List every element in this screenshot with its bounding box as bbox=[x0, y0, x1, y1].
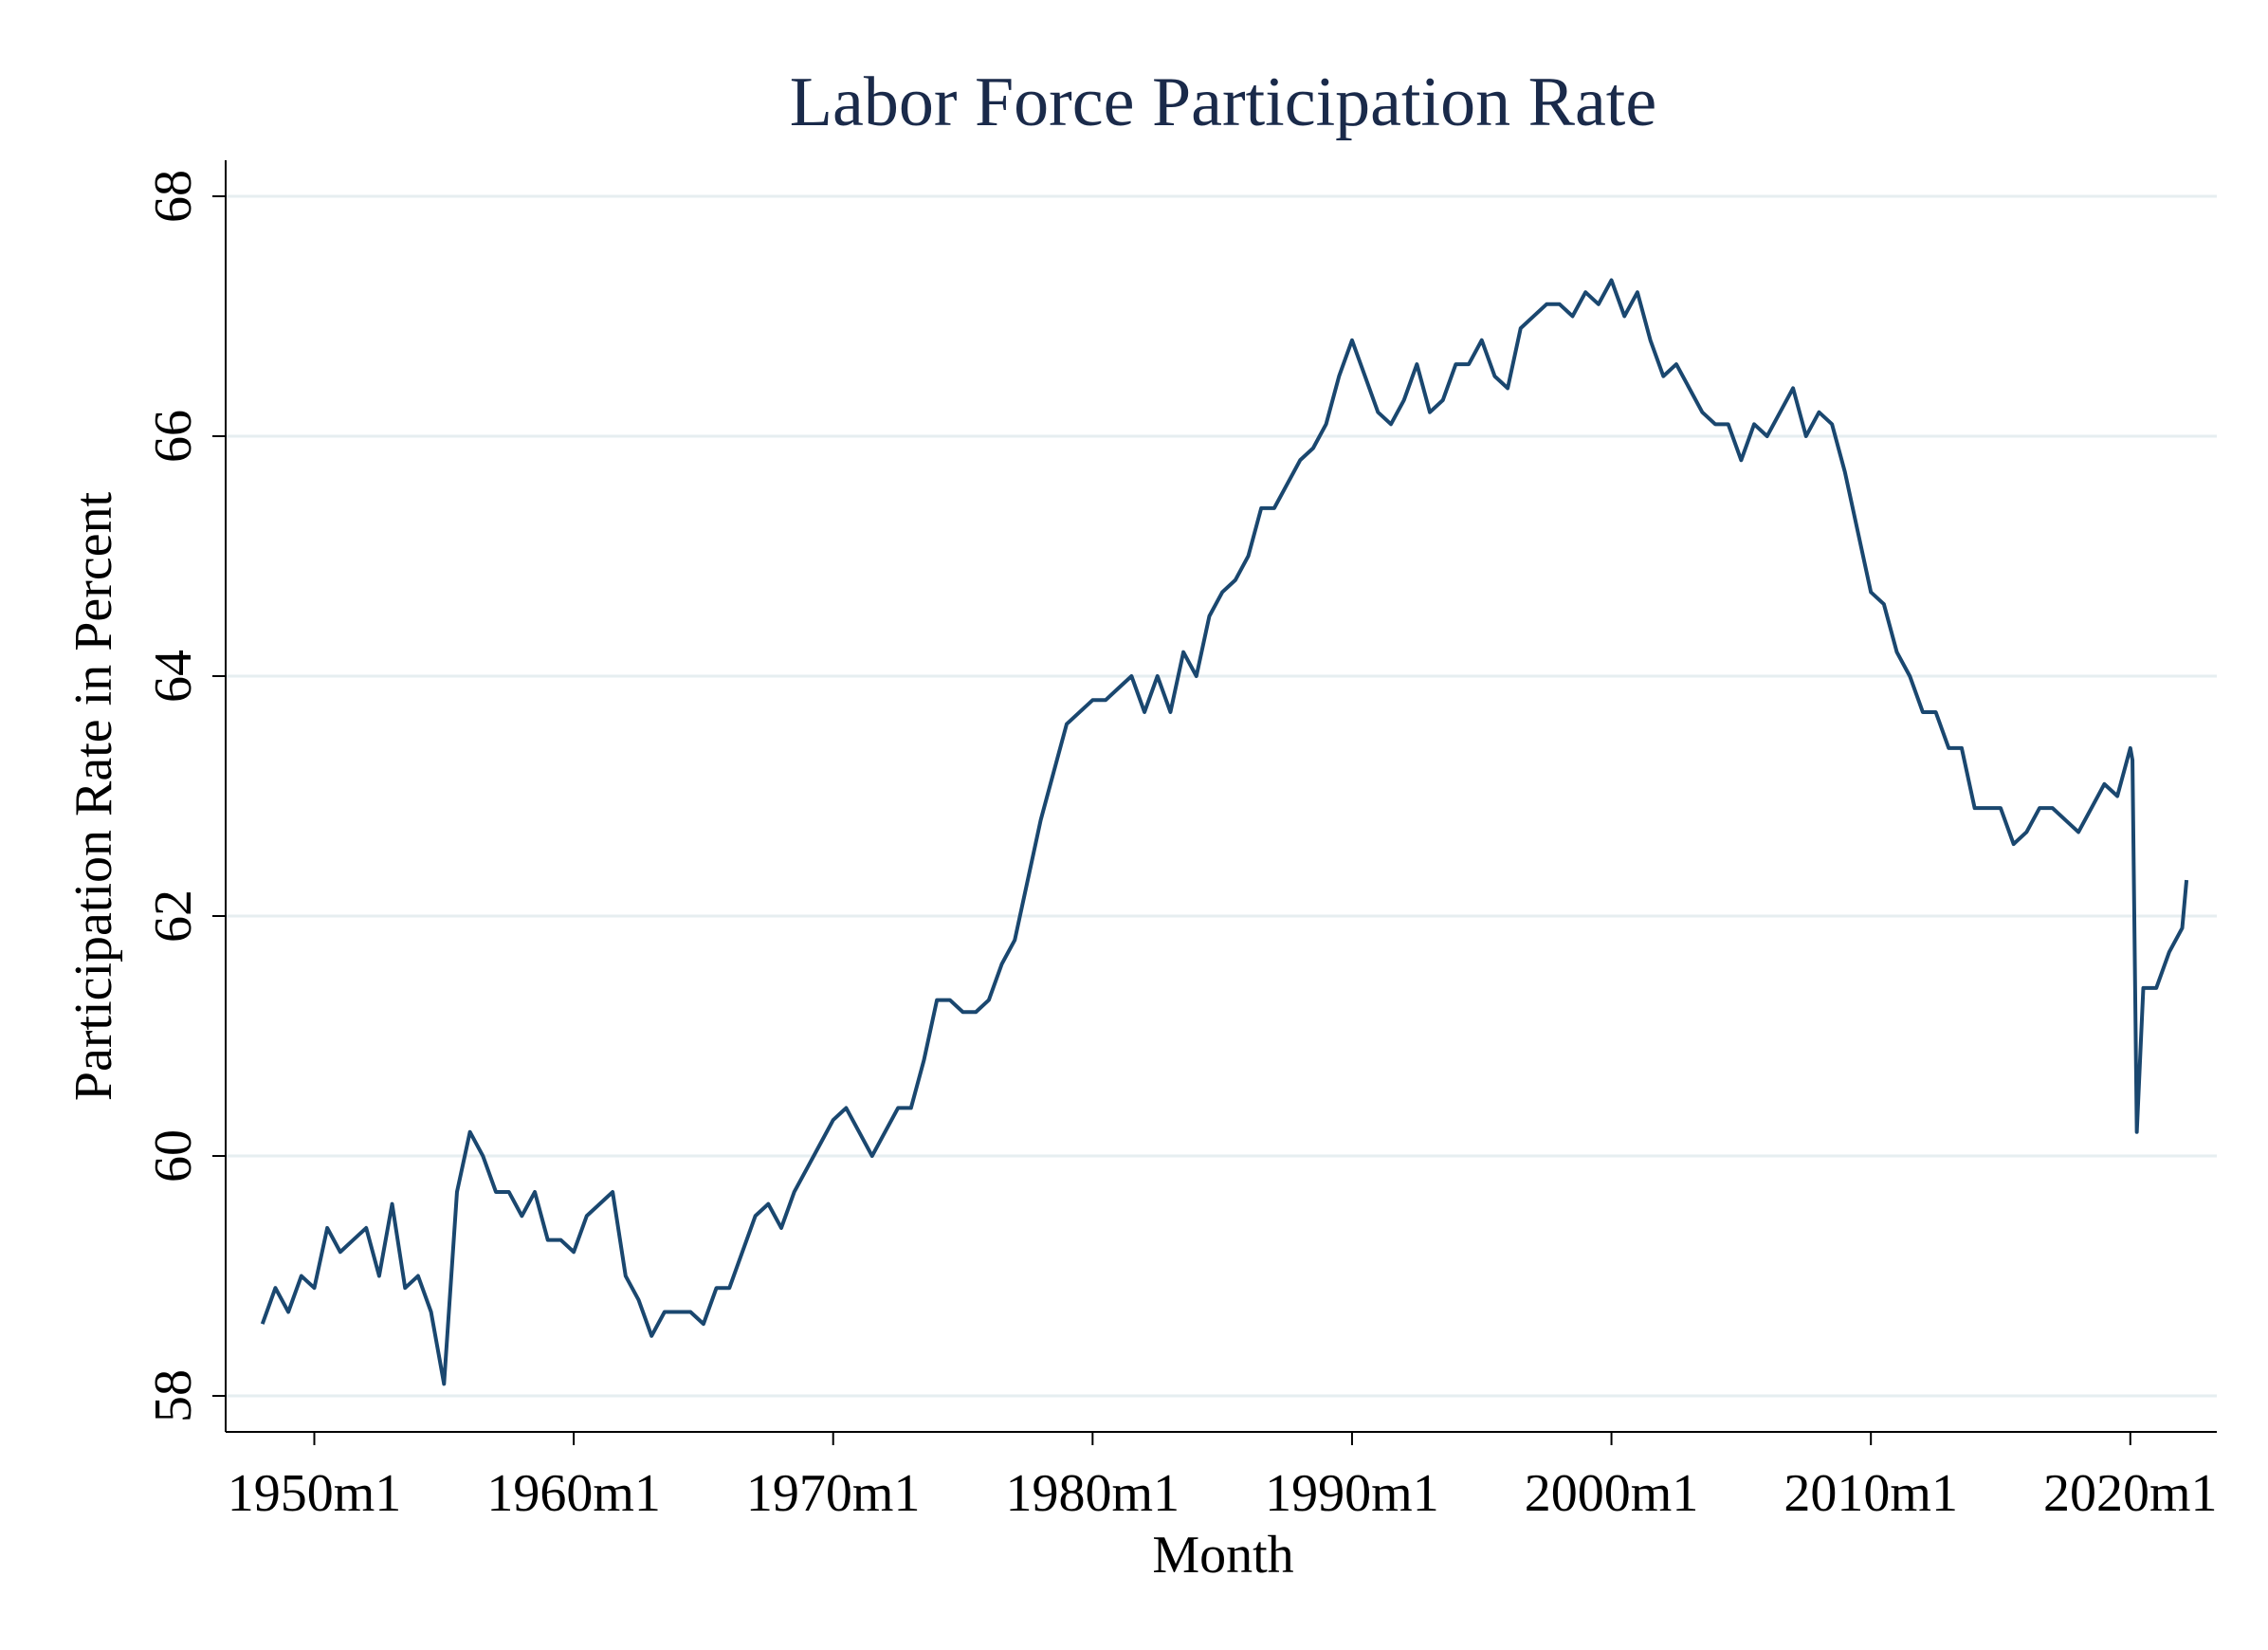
x-tick-label: 1950m1 bbox=[228, 1464, 402, 1523]
x-tick-label: 1980m1 bbox=[1006, 1464, 1180, 1523]
x-tick-label: 1990m1 bbox=[1265, 1464, 1439, 1523]
y-tick-label: 68 bbox=[144, 170, 203, 223]
x-axis-title: Month bbox=[1152, 1526, 1293, 1585]
x-tick-label: 2020m1 bbox=[2043, 1464, 2218, 1523]
y-tick-label: 62 bbox=[144, 889, 203, 943]
y-tick-label: 60 bbox=[144, 1129, 203, 1182]
data-line bbox=[260, 278, 2189, 1386]
x-tick-label: 2010m1 bbox=[1783, 1464, 1958, 1523]
y-axis-title: Participation Rate in Percent bbox=[64, 491, 123, 1101]
x-tick-label: 1960m1 bbox=[486, 1464, 661, 1523]
chart-title: Labor Force Participation Rate bbox=[790, 64, 1656, 141]
x-tick-label: 2000m1 bbox=[1525, 1464, 1699, 1523]
y-tick-label: 58 bbox=[144, 1369, 203, 1422]
y-tick-label: 66 bbox=[144, 410, 203, 463]
x-tick-label: 1970m1 bbox=[746, 1464, 921, 1523]
y-tick-label: 64 bbox=[144, 650, 203, 703]
